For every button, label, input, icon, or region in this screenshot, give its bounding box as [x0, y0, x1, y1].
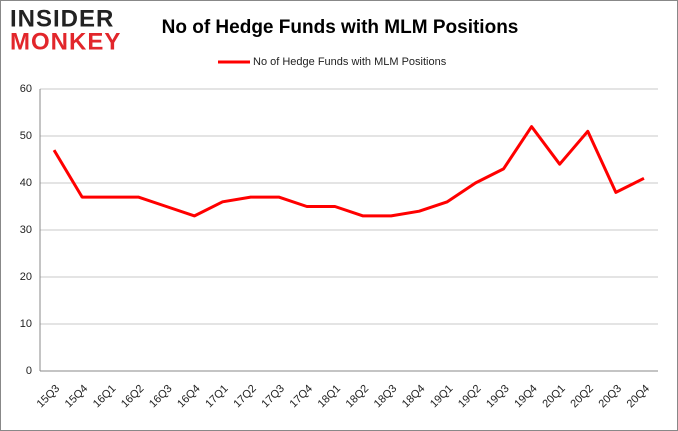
y-tick-label: 0 [26, 365, 32, 377]
y-tick-label: 30 [20, 224, 32, 236]
y-tick-label: 40 [20, 177, 32, 189]
y-tick-label: 10 [20, 318, 32, 330]
y-tick-label: 50 [20, 130, 32, 142]
legend-label: No of Hedge Funds with MLM Positions [253, 56, 447, 68]
logo-bottom: MONKEY [10, 28, 121, 55]
line-series [52, 125, 645, 218]
chart-title: No of Hedge Funds with MLM Positions [162, 17, 519, 38]
logo-top: INSIDER [10, 5, 114, 32]
y-tick-label: 60 [20, 83, 32, 95]
y-tick-label: 20 [20, 271, 32, 283]
